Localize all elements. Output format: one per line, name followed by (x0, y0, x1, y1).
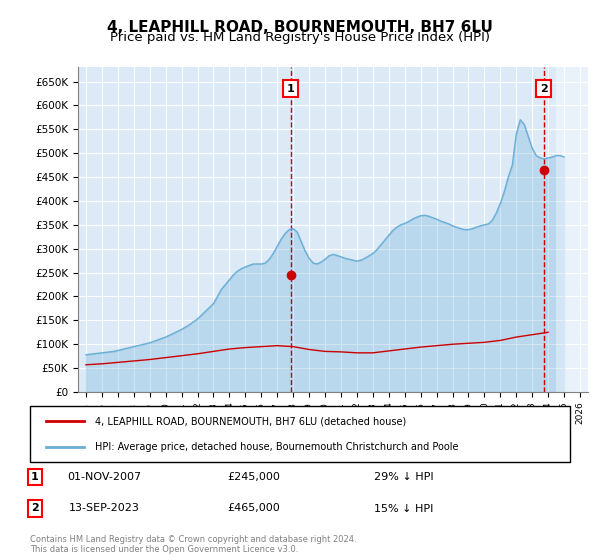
Text: Contains HM Land Registry data © Crown copyright and database right 2024.
This d: Contains HM Land Registry data © Crown c… (30, 535, 356, 554)
Text: 2: 2 (31, 503, 39, 514)
Text: HPI: Average price, detached house, Bournemouth Christchurch and Poole: HPI: Average price, detached house, Bour… (95, 442, 458, 452)
Text: £465,000: £465,000 (227, 503, 280, 514)
Text: 2: 2 (539, 83, 547, 94)
Text: £245,000: £245,000 (227, 472, 280, 482)
Text: 4, LEAPHILL ROAD, BOURNEMOUTH, BH7 6LU (detached house): 4, LEAPHILL ROAD, BOURNEMOUTH, BH7 6LU (… (95, 416, 406, 426)
Text: 1: 1 (287, 83, 295, 94)
Text: 1: 1 (31, 472, 39, 482)
Text: 13-SEP-2023: 13-SEP-2023 (69, 503, 140, 514)
Text: 15% ↓ HPI: 15% ↓ HPI (374, 503, 433, 514)
Text: 4, LEAPHILL ROAD, BOURNEMOUTH, BH7 6LU: 4, LEAPHILL ROAD, BOURNEMOUTH, BH7 6LU (107, 20, 493, 35)
Text: 29% ↓ HPI: 29% ↓ HPI (374, 472, 433, 482)
FancyBboxPatch shape (30, 406, 570, 462)
Text: Price paid vs. HM Land Registry's House Price Index (HPI): Price paid vs. HM Land Registry's House … (110, 31, 490, 44)
Text: 01-NOV-2007: 01-NOV-2007 (67, 472, 141, 482)
